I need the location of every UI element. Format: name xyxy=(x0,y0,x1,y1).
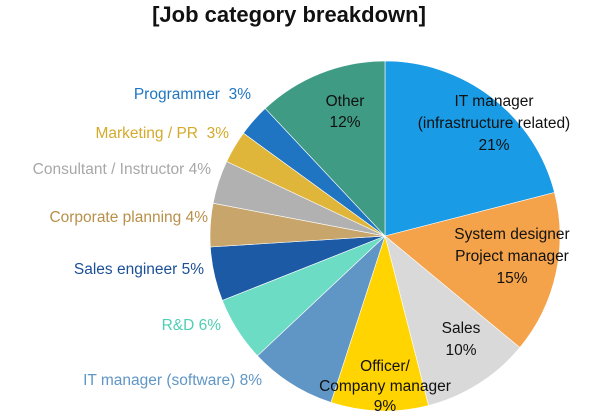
chart-title: [Job category breakdown] xyxy=(152,2,426,27)
slice-label-programmer: Programmer 3% xyxy=(134,86,251,103)
slice-label-line: Sales engineer 5% xyxy=(74,261,204,278)
slice-label-other: Other 12% xyxy=(326,93,365,131)
pie-slice-other xyxy=(264,60,386,237)
slice-label-line: IT manager xyxy=(455,93,534,110)
slice-label-marketing-pr: Marketing / PR 3% xyxy=(95,125,229,142)
slice-label-r-d: R&D 6% xyxy=(162,317,222,334)
pie-slices xyxy=(209,60,561,412)
slice-label-line: System designer xyxy=(454,226,569,243)
slice-label-line: Project manager xyxy=(455,248,569,265)
pie-slice-officer-company-manager xyxy=(330,234,429,412)
slice-label-system-designer-project-manager: System designer Project manager 15% xyxy=(454,226,569,287)
slice-label-line: Marketing / PR 3% xyxy=(95,125,229,142)
slice-label-line: Programmer 3% xyxy=(134,86,251,103)
slice-label-sales-engineer: Sales engineer 5% xyxy=(74,261,204,278)
slice-label-officer-company-manager: Officer/Company manager 9% xyxy=(319,358,451,415)
slice-label-corporate-planning: Corporate planning 4% xyxy=(49,209,208,226)
slice-label-it-manager-infrastructure-related: IT manager (infrastructure related) 21% xyxy=(418,93,570,154)
slice-label-line: Officer/ xyxy=(360,358,410,375)
slice-label-line: IT manager (software) 8% xyxy=(83,372,262,389)
pie-slice-system-designer-project-manager xyxy=(384,192,561,348)
pie-slice-sales xyxy=(384,235,521,406)
slice-label-line: Corporate planning 4% xyxy=(49,209,208,226)
slice-label-line: (infrastructure related) xyxy=(418,115,570,132)
pie-labels: IT manager (infrastructure related) 21% Sys… xyxy=(33,86,571,415)
slice-label-sales: Sales 10% xyxy=(442,320,481,359)
slice-label-line: Other xyxy=(326,93,365,110)
slice-label-line: R&D 6% xyxy=(162,317,222,334)
slice-label-line: Sales xyxy=(442,320,481,337)
slice-label-it-manager-software: IT manager (software) 8% xyxy=(83,372,262,389)
slice-label-line: Company manager xyxy=(319,378,451,395)
pie-slice-it-manager-infrastructure-related xyxy=(384,60,555,237)
slice-label-line: 9% xyxy=(374,398,397,415)
slice-label-line: 12% xyxy=(329,114,360,131)
slice-label-line: 21% xyxy=(478,137,509,154)
slice-label-line: 10% xyxy=(445,342,476,359)
slice-label-line: Consultant / Instructor 4% xyxy=(33,161,212,178)
slice-label-line: 15% xyxy=(496,270,527,287)
slice-label-consultant-instructor: Consultant / Instructor 4% xyxy=(33,161,212,178)
